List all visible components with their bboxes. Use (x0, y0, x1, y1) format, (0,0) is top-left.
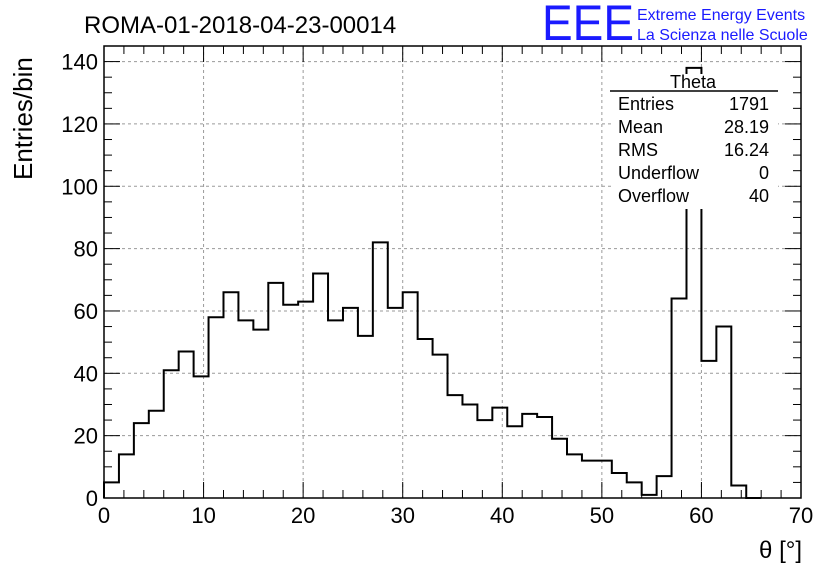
stats-row-value: 1791 (729, 94, 769, 114)
histogram-bin (313, 274, 328, 498)
stats-row-label: Underflow (618, 163, 700, 183)
histogram-bin (582, 461, 597, 498)
histogram-bin (388, 308, 403, 498)
histogram-bin (672, 298, 687, 498)
stats-row-label: Mean (618, 117, 663, 137)
x-tick-label: 40 (490, 503, 514, 528)
y-tick-label: 20 (74, 424, 98, 449)
histogram-bin (657, 476, 672, 498)
histogram-bin (537, 417, 552, 498)
stats-box: Theta Entries 1791 Mean 28.19 RMS 16.24 Underf… (610, 72, 778, 209)
histogram-bin (223, 292, 238, 498)
histogram-bin (477, 420, 492, 498)
histogram-bin (328, 320, 343, 498)
x-tick-label: 60 (689, 503, 713, 528)
y-axis-label: Entries/bin (8, 57, 38, 180)
stats-row-label: RMS (618, 140, 658, 160)
logo-line-2: La Scienza nelle Scuole (637, 27, 808, 44)
histogram-bin (731, 486, 746, 498)
histogram-bin (552, 439, 567, 498)
histogram-bin (179, 351, 194, 498)
logo-mark: EEE (542, 0, 634, 51)
histogram-bin (209, 317, 224, 498)
histogram-bin (119, 454, 134, 498)
histogram-bin (373, 242, 388, 498)
y-tick-label: 60 (74, 299, 98, 324)
plot-frame (103, 45, 802, 499)
histogram-bin (522, 414, 537, 498)
stats-row-value: 0 (759, 163, 769, 183)
y-tick-label: 120 (61, 112, 98, 137)
histogram-bin (492, 408, 507, 498)
histogram-bin (238, 320, 253, 498)
histogram-bin (343, 308, 358, 498)
histogram-bin (716, 327, 731, 498)
x-tick-label: 10 (191, 503, 215, 528)
histogram-bin (134, 423, 149, 498)
stats-row-value: 28.19 (724, 117, 769, 137)
histogram-bin (253, 330, 268, 498)
x-tick-label: 70 (789, 503, 813, 528)
eee-logo: EEE Extreme Energy Events La Scienza nel… (542, 0, 808, 51)
histogram-bin (448, 395, 463, 498)
histogram-bin (597, 461, 612, 498)
stats-row-label: Overflow (618, 186, 690, 206)
histogram-bin (701, 361, 716, 498)
y-tick-label: 40 (74, 361, 98, 386)
histogram-bin (612, 473, 627, 498)
stats-box-title: Theta (670, 72, 717, 92)
stats-row-value: 40 (749, 186, 769, 206)
stats-row-label: Entries (618, 94, 674, 114)
histogram-bin (283, 305, 298, 498)
y-tick-label: 100 (61, 174, 98, 199)
histogram-bin (104, 482, 119, 498)
logo-line-1: Extreme Energy Events (637, 7, 805, 24)
stats-box-rows: Entries 1791 Mean 28.19 RMS 16.24 Underflow 0 Ov… (618, 94, 769, 206)
histogram-bin (149, 411, 164, 498)
x-tick-label: 30 (390, 503, 414, 528)
stats-row-value: 16.24 (724, 140, 769, 160)
histogram-bin (507, 426, 522, 498)
chart-title: ROMA-01-2018-04-23-00014 (84, 12, 396, 39)
x-axis-label: θ [°] (759, 537, 802, 564)
grid-lines (104, 46, 801, 498)
stats-box-background (612, 74, 778, 209)
histogram-bin (403, 292, 418, 498)
histogram-bin (418, 339, 433, 498)
histogram-bin (298, 302, 313, 498)
histogram-bin (164, 370, 179, 498)
x-tick-label: 20 (291, 503, 315, 528)
histogram-bin (567, 454, 582, 498)
histogram-bin (462, 404, 477, 498)
histogram-series-line (103, 66, 762, 499)
histogram-bin (194, 376, 209, 498)
y-tick-label: 80 (74, 237, 98, 262)
tick-labels: 0 10 20 30 40 50 60 70 0 20 40 60 80 100 120 140 (61, 50, 813, 528)
y-tick-label: 0 (86, 486, 98, 511)
histogram-bin (268, 283, 283, 498)
y-tick-label: 140 (61, 50, 98, 75)
histogram-bin (627, 482, 642, 498)
histogram-bin (358, 336, 373, 498)
x-tick-label: 50 (590, 503, 614, 528)
histogram-bin (433, 355, 448, 498)
x-tick-label: 0 (98, 503, 110, 528)
